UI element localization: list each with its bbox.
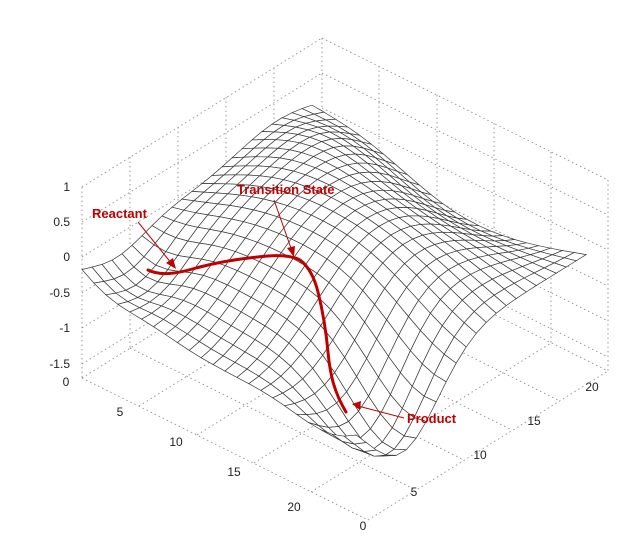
z-axis-ticks: 1 0.5 0 -0.5 -1 -1.5 [49,180,70,371]
x-axis-ticks: 0 5 10 15 20 [63,375,301,514]
reaction-path [146,254,348,414]
z-tick: 0.5 [53,215,70,229]
transition-state-arrow [273,199,295,257]
product-label: Product [407,411,457,426]
y-tick: 5 [411,485,418,499]
mesh-cell [343,434,368,445]
transition-state-label: Transition State [237,182,335,197]
z-tick: 0 [63,250,70,264]
x-tick: 20 [287,500,301,514]
z-tick: -1 [59,321,70,335]
x-tick: 10 [169,435,183,449]
y-tick: 10 [473,448,487,462]
z-tick: -1.5 [49,357,70,371]
product-arrow [352,401,405,419]
y-tick: 0 [360,519,367,533]
y-axis-ticks: 0 5 10 15 20 [360,380,599,533]
x-tick: 0 [63,375,70,389]
reactant-arrow [137,221,176,269]
x-tick: 5 [117,405,124,419]
mesh-surface [81,104,588,457]
z-tick: 1 [63,180,70,194]
y-tick: 15 [527,414,541,428]
z-tick: -0.5 [49,286,70,300]
x-tick: 15 [227,465,241,479]
reactant-label: Reactant [92,206,148,221]
y-tick: 20 [585,380,599,394]
